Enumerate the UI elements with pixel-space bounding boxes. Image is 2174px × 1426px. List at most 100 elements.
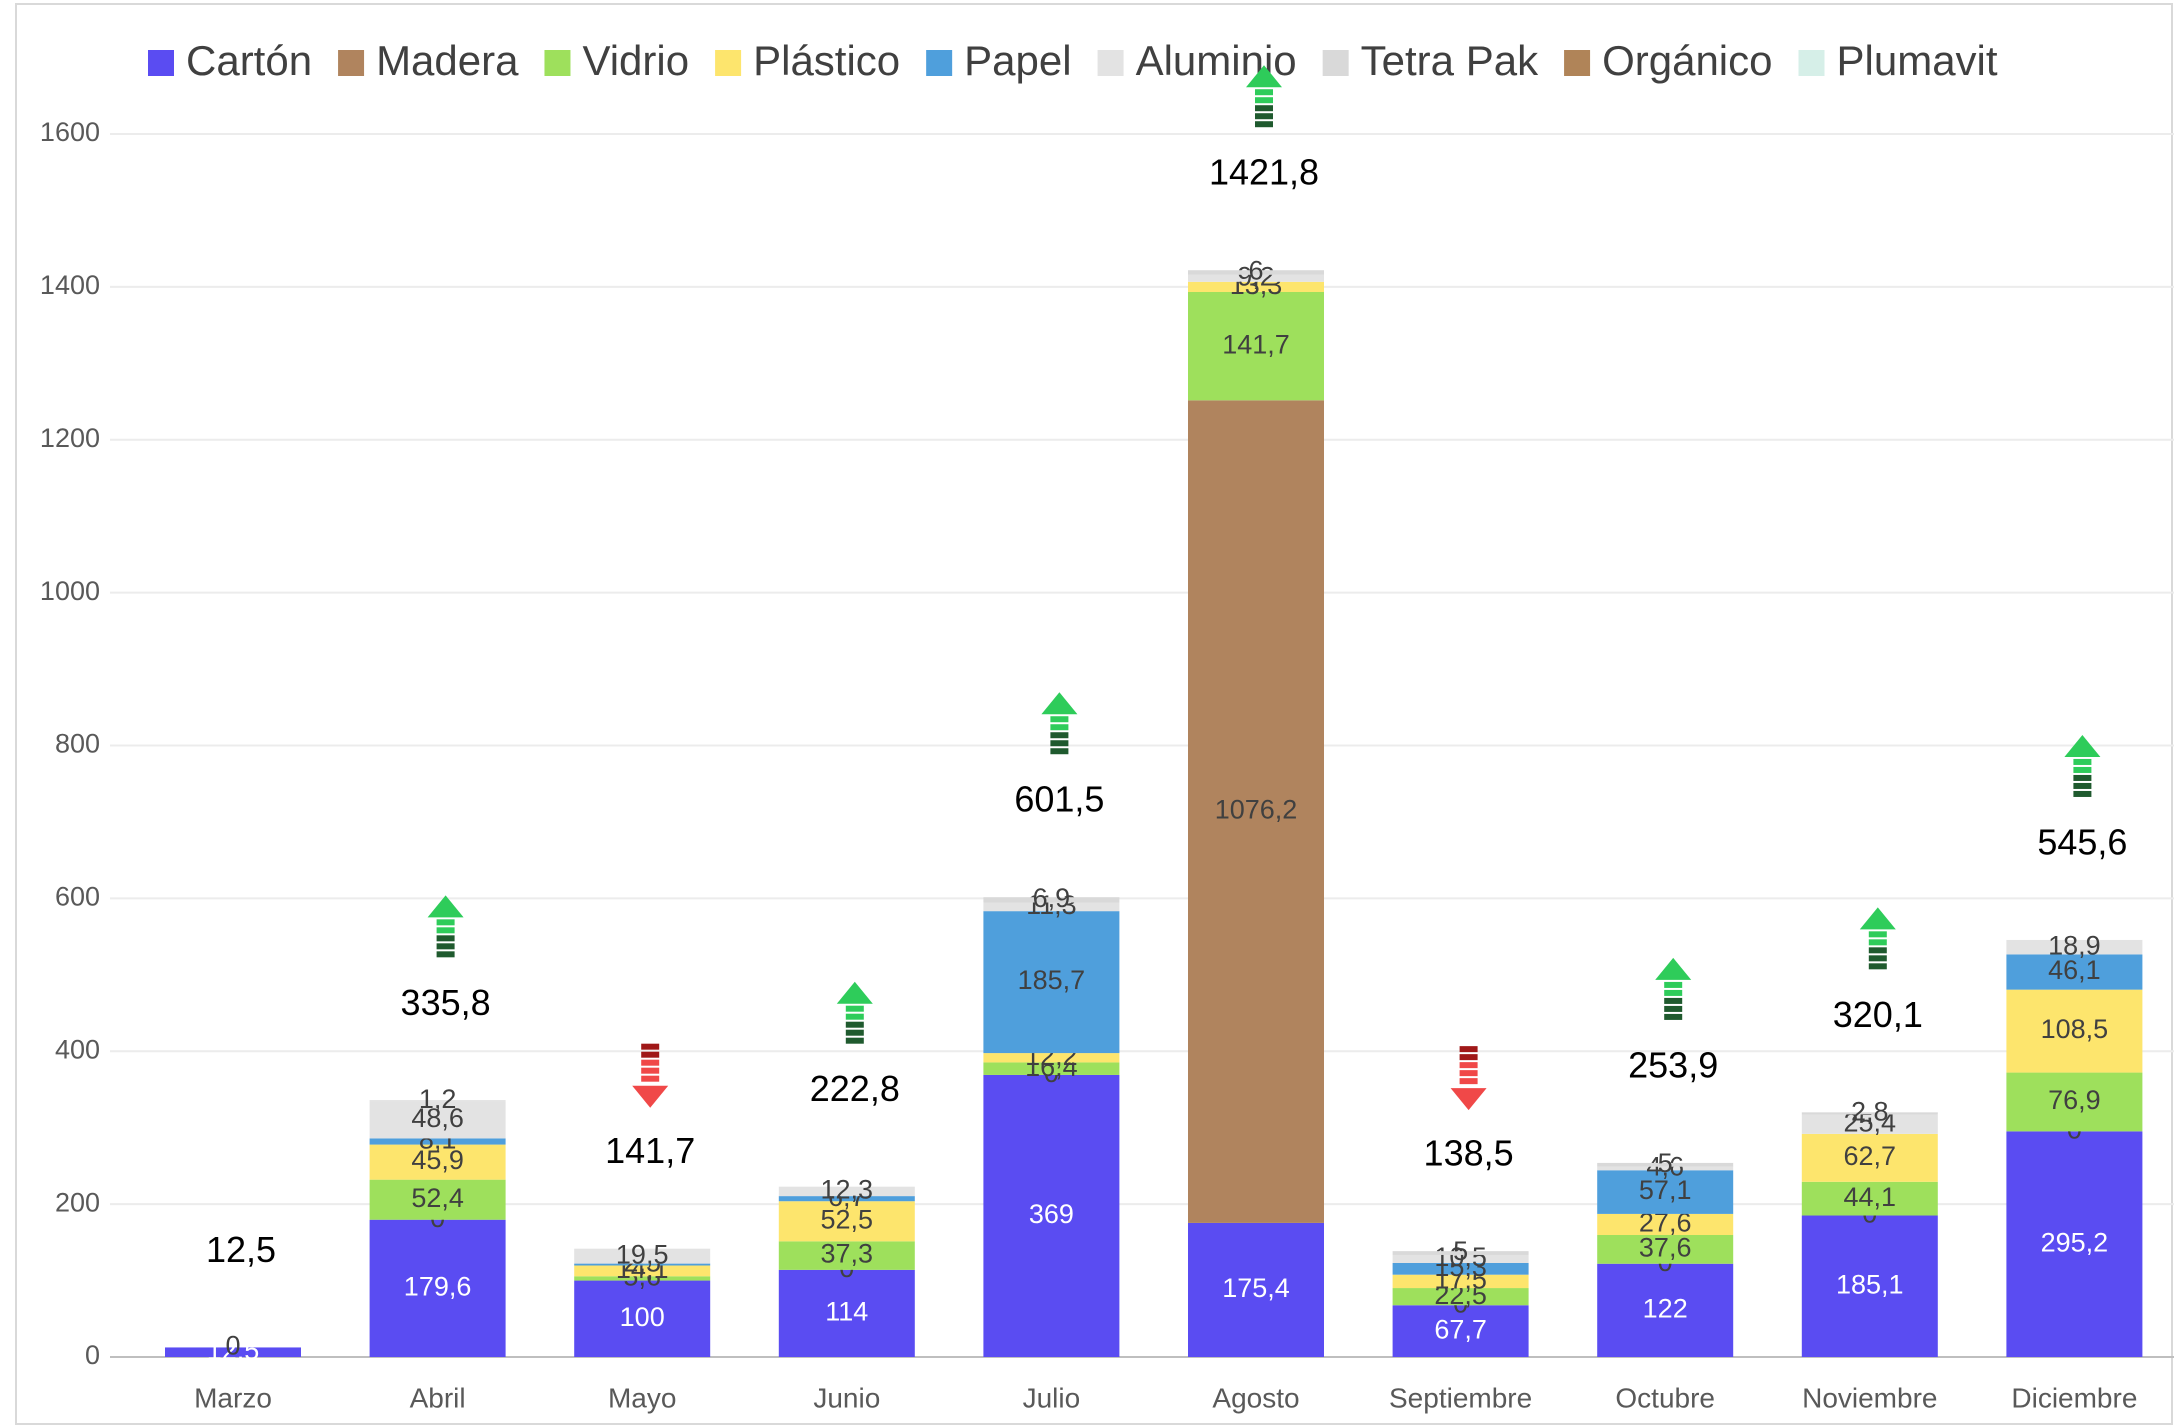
bar-segment — [369, 1101, 506, 1139]
total-label: 1421,8 — [1209, 152, 1319, 193]
x-tick-label: Octubre — [1615, 1382, 1715, 1413]
bar-segment — [1801, 1133, 1938, 1182]
x-tick-label: Septiembre — [1389, 1382, 1532, 1413]
bar-segment — [369, 1179, 506, 1220]
bar-segment — [1392, 1274, 1529, 1289]
bar-segment — [778, 1196, 915, 1202]
bar-segment — [983, 902, 1120, 912]
bar-segment — [369, 1138, 506, 1145]
bar-segment — [1801, 1181, 1938, 1216]
y-tick-label: 200 — [55, 1187, 100, 1217]
bar-segment — [369, 1144, 506, 1180]
data-label: 12,5 — [207, 1335, 260, 1365]
bar-segment — [1597, 1166, 1734, 1171]
data-label: 114 — [825, 1297, 868, 1327]
data-label: 11,3 — [1026, 890, 1077, 920]
x-tick-label: Noviembre — [1802, 1382, 1937, 1413]
legend-label: Vidrio — [582, 37, 689, 84]
data-label: 0 — [225, 1331, 240, 1361]
bar-segment — [778, 1241, 915, 1270]
data-label: 67,7 — [1434, 1314, 1487, 1344]
legend-label: Orgánico — [1602, 37, 1772, 84]
bar-segment — [369, 1100, 506, 1102]
bar-segment — [2006, 1072, 2143, 1132]
y-tick-label: 1000 — [40, 576, 100, 606]
data-label: 369 — [1029, 1199, 1074, 1229]
legend-swatch — [544, 50, 571, 76]
data-label: 108,5 — [2041, 1014, 2109, 1044]
bar-segment — [1801, 1114, 1938, 1134]
data-label: 57,1 — [1639, 1175, 1692, 1205]
bar-segment — [1597, 1213, 1734, 1236]
y-tick-label: 0 — [85, 1340, 100, 1370]
data-label: 52,5 — [821, 1204, 874, 1234]
legend-swatch — [338, 50, 365, 76]
total-label: 320,1 — [1833, 994, 1923, 1035]
x-tick-label: Abril — [410, 1382, 466, 1413]
legend-label: Madera — [376, 37, 519, 84]
bar-segment — [574, 1263, 711, 1266]
x-tick-label: Junio — [813, 1382, 880, 1413]
data-label: 6,9 — [1033, 883, 1071, 913]
legend-label: Cartón — [186, 37, 312, 84]
legend-swatch — [1798, 50, 1825, 76]
bar-segment — [574, 1276, 711, 1281]
total-label: 545,6 — [2037, 821, 2127, 862]
bar-segment — [1801, 1215, 1938, 1357]
bar-segment — [1801, 1112, 1938, 1115]
legend-swatch — [926, 50, 953, 76]
data-label: 5 — [1658, 1148, 1673, 1178]
data-label: 37,3 — [821, 1239, 874, 1269]
data-label: 25,4 — [1844, 1107, 1897, 1137]
bar-segment — [983, 1074, 1120, 1357]
bar-segment — [983, 1053, 1120, 1063]
legend-swatch — [1564, 50, 1591, 76]
data-label: 37,6 — [1639, 1233, 1692, 1263]
x-tick-label: Agosto — [1212, 1382, 1299, 1413]
data-label: 2,8 — [1851, 1097, 1889, 1127]
bar-segment — [574, 1265, 711, 1277]
y-tick-label: 1200 — [40, 423, 100, 453]
data-label: 185,7 — [1018, 965, 1086, 995]
data-label: 9,2 — [1237, 261, 1275, 291]
total-label: 601,5 — [1014, 779, 1104, 820]
bar-segment — [1188, 400, 1324, 1223]
legend-label: Tetra Pak — [1361, 37, 1539, 84]
bar-segment — [1188, 270, 1324, 275]
data-label: 6 — [1248, 256, 1263, 286]
data-label: 48,6 — [411, 1103, 464, 1133]
bar-segment — [983, 911, 1120, 1054]
total-label: 138,5 — [1424, 1133, 1514, 1174]
legend-swatch — [148, 50, 174, 76]
legend-label: Papel — [964, 37, 1071, 84]
data-label: 175,4 — [1222, 1273, 1290, 1303]
data-label: 18,9 — [2048, 930, 2101, 960]
data-label: 12,3 — [821, 1175, 874, 1205]
trend-arrow — [2064, 734, 2101, 797]
bar-segment — [1392, 1305, 1529, 1357]
data-label: 1076,2 — [1215, 795, 1298, 825]
data-label: 141,7 — [1222, 329, 1290, 359]
bar-segment — [778, 1201, 915, 1242]
bar-segment — [1188, 291, 1324, 401]
bar-segment — [1188, 1222, 1324, 1357]
legend-swatch — [1097, 50, 1124, 76]
data-label: 62,7 — [1844, 1141, 1897, 1171]
y-tick-label: 600 — [55, 882, 100, 912]
x-tick-label: Julio — [1023, 1382, 1081, 1413]
x-tick-label: Mayo — [608, 1382, 676, 1413]
y-tick-label: 1600 — [40, 117, 100, 147]
legend-swatch — [715, 50, 742, 76]
trend-arrow — [427, 895, 464, 958]
bar-segment — [1188, 274, 1324, 282]
data-label: 52,4 — [411, 1183, 464, 1213]
bar-segment — [2006, 954, 2143, 990]
trend-arrow — [1246, 65, 1282, 128]
trend-arrow — [632, 1043, 669, 1108]
data-label: 76,9 — [2048, 1085, 2101, 1115]
bar-segment — [778, 1269, 915, 1357]
data-label: 44,1 — [1844, 1182, 1897, 1212]
data-label: 5 — [1453, 1236, 1468, 1266]
total-label: 141,7 — [605, 1130, 695, 1171]
